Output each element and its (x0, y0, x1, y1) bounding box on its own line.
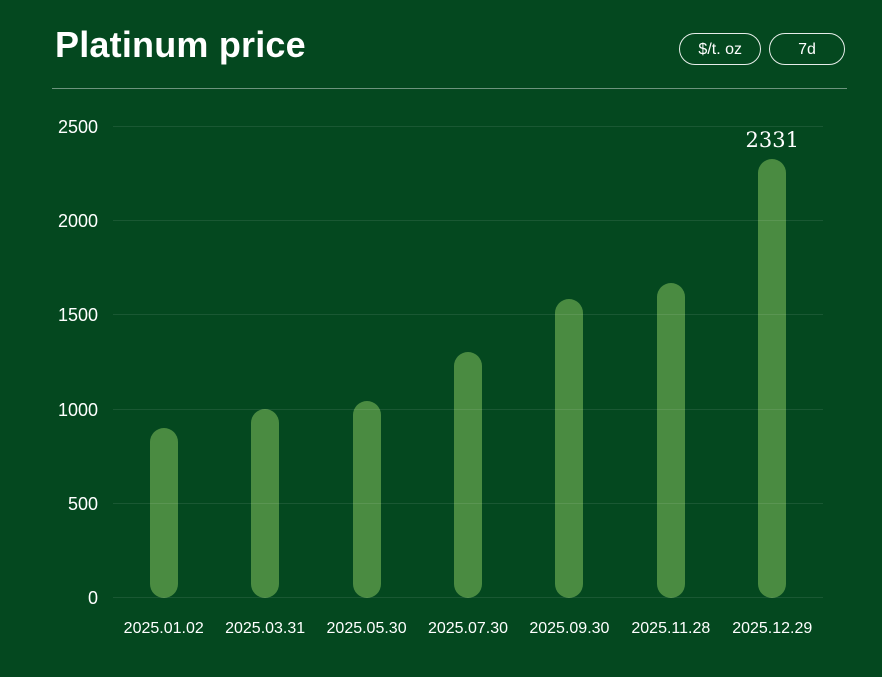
x-axis-tick-label: 2025.03.31 (225, 620, 306, 637)
period-button[interactable]: 7d (769, 33, 845, 65)
y-axis-tick-label: 2500 (57, 117, 98, 137)
gridline (113, 408, 823, 410)
bars-row: 2331 (113, 127, 823, 598)
bar-slot (519, 127, 620, 598)
bar-slot (214, 127, 315, 598)
gridline (113, 502, 823, 504)
bar[interactable] (656, 283, 685, 598)
x-axis-tick-label: 2025.12.29 (732, 620, 813, 637)
y-axis-tick-label: 0 (87, 588, 98, 608)
x-axis-tick-label: 2025.11.28 (631, 620, 711, 637)
plot-area: 2331 (113, 126, 823, 598)
x-axis: 2025.01.02 2025.03.31 2025.05.30 2025.07.30… (113, 617, 823, 641)
bar[interactable] (453, 352, 482, 598)
bar-slot (113, 127, 214, 598)
gridline (113, 597, 823, 598)
page-title: Platinum price (55, 24, 306, 65)
gridline (113, 314, 823, 316)
x-axis-tick-label: 2025.01.02 (123, 620, 204, 637)
unit-button[interactable]: $/t. oz (679, 33, 761, 65)
bar-slot (417, 127, 518, 598)
y-axis-tick-label: 1500 (57, 305, 98, 326)
bar[interactable] (149, 427, 178, 598)
bar-slot: 2331 (722, 127, 823, 598)
bar-slot (316, 127, 417, 598)
gridline (113, 126, 823, 127)
header-divider (52, 88, 847, 89)
y-axis-tick-label: 500 (67, 493, 98, 514)
x-axis-tick-label: 2025.09.30 (529, 620, 610, 637)
header-buttons: $/t. oz 7d (679, 33, 845, 65)
bar[interactable] (555, 299, 584, 598)
bar-value-label: 2331 (745, 127, 799, 152)
y-axis-tick-label: 1000 (57, 399, 98, 420)
bar[interactable] (758, 158, 787, 598)
bar-slot (620, 127, 721, 598)
gridline (113, 220, 823, 222)
bar[interactable] (352, 401, 381, 598)
x-axis-tick-label: 2025.05.30 (326, 620, 407, 637)
y-axis-tick-label: 2000 (57, 211, 98, 232)
y-axis: 0 500 1000 1500 2000 2500 (30, 118, 98, 607)
x-axis-tick-label: 2025.07.30 (427, 620, 509, 637)
bar[interactable] (251, 408, 280, 598)
